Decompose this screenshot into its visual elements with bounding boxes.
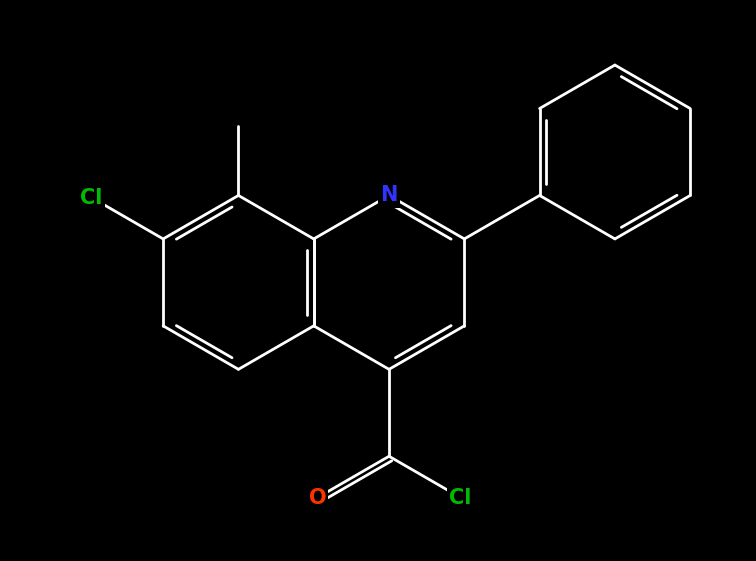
Text: N: N — [380, 186, 398, 205]
Text: O: O — [308, 488, 327, 508]
Text: Cl: Cl — [449, 488, 472, 508]
Text: Cl: Cl — [80, 187, 103, 208]
